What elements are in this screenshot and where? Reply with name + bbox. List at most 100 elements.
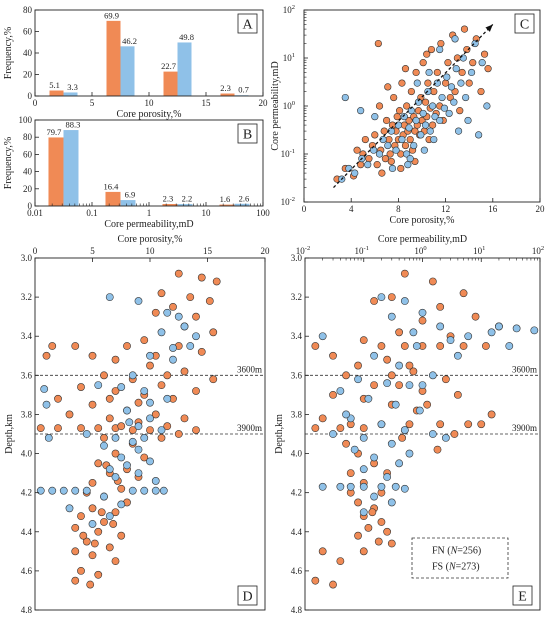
panel-D-point-fn xyxy=(36,424,45,433)
panel-C-point-fn xyxy=(365,155,373,163)
panel-D-point-fn xyxy=(111,449,120,458)
panel-E-point-fs xyxy=(370,453,378,462)
panel-D-point-fn xyxy=(117,484,126,493)
panel-C-point-fs xyxy=(451,35,459,43)
panel-C-xtick-label: 20 xyxy=(536,204,546,214)
panel-E-point-fn xyxy=(359,336,368,345)
panel-E-point-fn xyxy=(377,342,386,350)
panel-D-point-fn xyxy=(128,426,137,434)
panel-D-point-fn xyxy=(77,512,85,521)
panel-D-reference-label: 3900m xyxy=(237,423,262,433)
panel-D-point-fs xyxy=(140,434,149,442)
panel-D-point-fs xyxy=(174,312,183,321)
panel-A-xtick-label: 0 xyxy=(33,98,38,108)
panel-E-point-fs xyxy=(336,387,345,395)
panel-D-point-fn xyxy=(151,410,160,419)
panel-A-label-box xyxy=(237,13,258,34)
panel-E-point-fn xyxy=(395,328,404,337)
panel-E-point-fn xyxy=(370,381,378,390)
panel-A-xtick-label: 5 xyxy=(90,98,95,108)
panel-C-ytick-label: 100 xyxy=(283,100,295,111)
panel-E-point-fn xyxy=(441,375,450,384)
panel-C-point-fn xyxy=(353,146,361,154)
panel-E-point-fs xyxy=(400,297,409,305)
panel-D-point-fn xyxy=(77,566,85,575)
panel-E-point-fn xyxy=(453,390,462,399)
panel-A-bar-fn xyxy=(106,20,121,97)
panel-A-bar-fs xyxy=(120,46,135,96)
panel-A-bar-label-fs: 46.2 xyxy=(122,36,137,46)
panel-E-point-fs xyxy=(346,482,355,491)
panel-B-ytick-label: 40 xyxy=(23,167,33,177)
panel-D-point-fs xyxy=(157,328,166,337)
panel-B-bar-label-fn: 2.3 xyxy=(163,194,174,204)
panel-C-point-fs xyxy=(364,161,372,169)
panel-A-xtick-label: 20 xyxy=(259,98,269,108)
panel-E-point-fn xyxy=(354,361,362,370)
panel-C-point-fn xyxy=(383,116,391,125)
panel-E-point-fs xyxy=(464,332,473,341)
panel-C-point-fs xyxy=(414,98,423,106)
panel-D-point-fn xyxy=(163,371,172,380)
panel-D-point-fn xyxy=(65,410,74,419)
panel-B-ytick-label: 80 xyxy=(23,132,33,142)
panel-E-point-fs xyxy=(377,420,386,429)
panel-B-bar-label-fs: 2.2 xyxy=(182,194,193,204)
panel-E-point-fs xyxy=(395,459,404,468)
panel-D-point-fn xyxy=(163,422,172,431)
point-layer xyxy=(35,23,540,589)
panel-C-point-fn xyxy=(480,50,489,58)
panel-C-point-fs xyxy=(371,113,379,121)
panel-D-point-fs xyxy=(82,430,91,438)
panel-D-point-fs xyxy=(117,453,126,462)
panel-A-bar-fn xyxy=(49,90,64,96)
panel-C-point-fn xyxy=(378,169,386,177)
panel-C-xtick-label: 4 xyxy=(349,204,354,214)
panel-C-point-fs xyxy=(457,79,465,87)
panel-D-point-fn xyxy=(54,424,62,433)
panel-E-point-fs xyxy=(530,326,539,335)
panel-D-point-fs xyxy=(134,445,143,454)
panel-C-ytick-label: 101 xyxy=(283,52,295,63)
panel-D-point-fn xyxy=(88,351,97,360)
panel-C-point-fs xyxy=(426,127,434,135)
panel-E-point-fn xyxy=(459,289,468,298)
panel-D-point-fn xyxy=(97,508,106,517)
panel-D-point-fn xyxy=(94,424,103,433)
panel-D-point-fn xyxy=(212,277,221,286)
panel-D-point-fn xyxy=(123,342,131,350)
panel-D-point-fn xyxy=(88,504,97,513)
panel-C-point-fs xyxy=(413,79,421,87)
panel-E-point-fs xyxy=(405,381,414,390)
panel-B-ytick-label: 0 xyxy=(28,201,33,211)
panel-E-ytick-label: 4.4 xyxy=(291,527,303,537)
panel-A-bar-label-fs: 49.8 xyxy=(179,32,194,42)
panel-C-point-fs xyxy=(445,109,453,118)
panel-C-point-fs xyxy=(400,113,408,121)
panel-D-point-fn xyxy=(180,367,189,376)
panel-A-bar-fs xyxy=(177,42,192,96)
panel-D-point-fs xyxy=(117,500,126,509)
panel-E-point-fn xyxy=(405,361,414,370)
panel-C-point-fs xyxy=(430,135,438,144)
panel-C-xtick-label: 8 xyxy=(396,204,401,214)
panel-C-point-fs xyxy=(351,169,359,177)
panel-C-point-fn xyxy=(423,50,431,58)
panel-D-point-fn xyxy=(105,414,114,423)
panel-B-bar-label-fn: 79.7 xyxy=(47,127,62,137)
panel-E-point-fs xyxy=(418,381,427,390)
panel-C-point-fs xyxy=(464,116,472,125)
panel-C-point-fn xyxy=(444,59,452,67)
panel-D-ytick-label: 4.4 xyxy=(21,527,33,537)
panel-E-point-fs xyxy=(364,394,373,403)
panel-D-point-fn xyxy=(174,269,183,278)
panel-D-ytick-label: 3.8 xyxy=(21,409,33,419)
panel-D-point-fn xyxy=(100,518,108,526)
panel-E-point-fn xyxy=(359,547,368,556)
panel-B-bar-label-fs: 2.6 xyxy=(239,193,250,203)
panel-C-point-fn xyxy=(375,102,384,110)
panel-D-point-fs xyxy=(192,332,200,341)
panel-D-point-fn xyxy=(169,302,177,311)
panel-C-ylabel: Core permeability,mD xyxy=(270,61,281,150)
panel-E-point-fn xyxy=(418,316,427,325)
